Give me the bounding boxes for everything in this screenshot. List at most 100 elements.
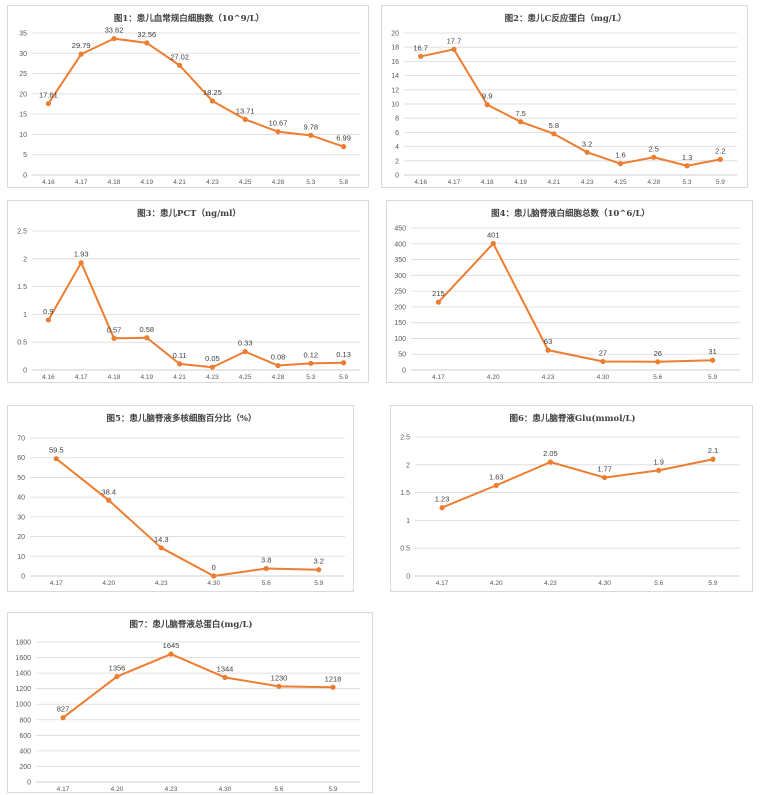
data-point bbox=[111, 35, 117, 42]
x-tick-label: 4.20 bbox=[102, 580, 115, 587]
data-label: 9.78 bbox=[303, 122, 318, 131]
y-tick-label: 1 bbox=[406, 518, 410, 525]
data-label: 14.3 bbox=[154, 535, 169, 544]
data-point bbox=[710, 456, 716, 462]
x-tick-label: 4.17 bbox=[50, 580, 63, 587]
y-tick-label: 40 bbox=[17, 495, 25, 502]
y-tick-label: 10 bbox=[19, 132, 27, 139]
y-tick-label: 1800 bbox=[15, 640, 31, 647]
data-label: 1645 bbox=[163, 641, 180, 650]
x-tick-label: 4.23 bbox=[155, 580, 168, 587]
x-tick-label: 5.9 bbox=[708, 374, 717, 381]
data-label: 0.08 bbox=[271, 353, 286, 362]
x-tick-label: 4.21 bbox=[173, 374, 186, 381]
y-tick-label: 0 bbox=[23, 368, 27, 375]
y-tick-label: 2 bbox=[406, 462, 410, 469]
data-label: 2.05 bbox=[543, 449, 558, 458]
y-tick-label: 20 bbox=[19, 91, 27, 98]
chart-panel-5: 图5：患儿脑脊液多核细胞百分比（%） 0 10 20 30 40 50 60 70 4.17 4.2… bbox=[7, 405, 354, 592]
data-point bbox=[439, 505, 445, 511]
data-point bbox=[617, 161, 624, 167]
x-tick-label: 5.6 bbox=[653, 374, 662, 381]
series-line bbox=[441, 458, 714, 509]
data-label: 1.93 bbox=[74, 250, 89, 259]
y-tick-label: 300 bbox=[394, 273, 406, 280]
y-tick-label: 350 bbox=[394, 257, 406, 264]
y-tick-label: 400 bbox=[394, 241, 406, 248]
y-tick-label: 25 bbox=[19, 71, 27, 78]
x-tick-label: 5.3 bbox=[306, 179, 315, 186]
data-point bbox=[114, 673, 120, 680]
chart-panel-4: 图4：患儿脑脊液白细胞总数（10^6/L） 0 50 100 150 200 250 300 3… bbox=[386, 200, 753, 383]
x-tick-label: 4.23 bbox=[581, 179, 594, 186]
y-tick-label: 20 bbox=[17, 534, 25, 541]
chart-panel-6: 图6：患儿脑脊液Glu(mmol/L) 0 0.5 1 1.5 2 2.5 4.17 4.20 4… bbox=[390, 405, 753, 592]
data-point bbox=[242, 349, 248, 355]
y-tick-label: 0 bbox=[402, 368, 406, 375]
data-label: 3.8 bbox=[261, 556, 271, 565]
chart-svg-1: 图1：患儿血常规白细胞数（10^9/L） 0 5 10 15 20 25 30 35 4.16 4.… bbox=[19, 13, 360, 186]
y-tick-label: 2.5 bbox=[400, 435, 410, 442]
y-tick-label: 1 bbox=[23, 312, 27, 319]
y-tick-label: 1200 bbox=[15, 686, 31, 693]
data-label: 0.33 bbox=[238, 339, 253, 348]
data-point bbox=[211, 573, 217, 579]
x-tick-label: 5.3 bbox=[683, 179, 692, 186]
x-tick-label: 4.21 bbox=[548, 179, 561, 186]
x-tick-label: 5.9 bbox=[716, 179, 725, 186]
y-tick-label: 70 bbox=[17, 436, 25, 443]
y-tick-label: 200 bbox=[394, 304, 406, 311]
data-label: 0.11 bbox=[173, 351, 187, 360]
data-label: 17.7 bbox=[447, 36, 462, 45]
x-tick-label: 5.9 bbox=[339, 374, 348, 381]
data-label: 401 bbox=[487, 230, 500, 239]
x-tick-label: 4.19 bbox=[514, 179, 527, 186]
data-point bbox=[60, 715, 66, 721]
x-tick-label: 4.16 bbox=[414, 179, 427, 186]
x-tick-label: 4.25 bbox=[239, 374, 252, 381]
y-tick-label: 1.5 bbox=[17, 284, 27, 291]
x-tick-label: 4.18 bbox=[481, 179, 494, 186]
y-tick-label: 0.5 bbox=[17, 340, 27, 347]
data-point bbox=[275, 362, 281, 369]
data-point bbox=[330, 684, 336, 690]
y-tick-label: 2 bbox=[395, 158, 399, 165]
data-point bbox=[222, 674, 228, 681]
data-point bbox=[451, 46, 457, 52]
data-label: 1230 bbox=[271, 673, 288, 682]
data-point bbox=[601, 474, 608, 481]
data-label: 0.05 bbox=[205, 354, 220, 363]
chart-svg-4: 图4：患儿脑脊液白细胞总数（10^6/L） 0 50 100 150 200 250 300 3… bbox=[394, 208, 740, 381]
x-tick-label: 4.23 bbox=[206, 374, 219, 381]
chart-svg-6: 图6：患儿脑脊液Glu(mmol/L) 0 0.5 1 1.5 2 2.5 4.17 4.20 4… bbox=[400, 413, 740, 587]
data-label: 3.2 bbox=[314, 557, 324, 566]
data-point bbox=[209, 98, 215, 104]
data-label: 16.7 bbox=[413, 43, 428, 52]
data-label: 27 bbox=[599, 348, 607, 357]
data-label: 63 bbox=[544, 337, 552, 346]
data-point bbox=[275, 129, 281, 135]
y-tick-label: 2.5 bbox=[17, 229, 27, 236]
data-point bbox=[144, 335, 150, 341]
data-label: 7.5 bbox=[515, 109, 525, 118]
y-tick-label: 1.5 bbox=[400, 490, 410, 497]
x-tick-label: 5.8 bbox=[339, 179, 348, 186]
x-tick-label: 4.20 bbox=[111, 786, 124, 793]
data-point bbox=[490, 240, 496, 247]
x-tick-label: 4.30 bbox=[207, 580, 220, 587]
y-tick-label: 16 bbox=[391, 59, 399, 66]
y-tick-label: 18 bbox=[391, 45, 399, 52]
x-tick-label: 4.17 bbox=[448, 179, 461, 186]
data-point bbox=[717, 156, 723, 162]
data-label: 827 bbox=[57, 705, 70, 714]
y-tick-label: 0 bbox=[395, 173, 399, 180]
data-label: 215 bbox=[432, 289, 445, 298]
y-tick-label: 1400 bbox=[15, 671, 31, 678]
data-label: 1218 bbox=[325, 674, 342, 683]
data-label: 26 bbox=[654, 349, 662, 358]
series-line bbox=[420, 48, 721, 167]
y-tick-label: 12 bbox=[391, 87, 399, 94]
data-point bbox=[551, 131, 557, 137]
data-point bbox=[308, 132, 314, 138]
y-tick-label: 60 bbox=[17, 455, 25, 462]
